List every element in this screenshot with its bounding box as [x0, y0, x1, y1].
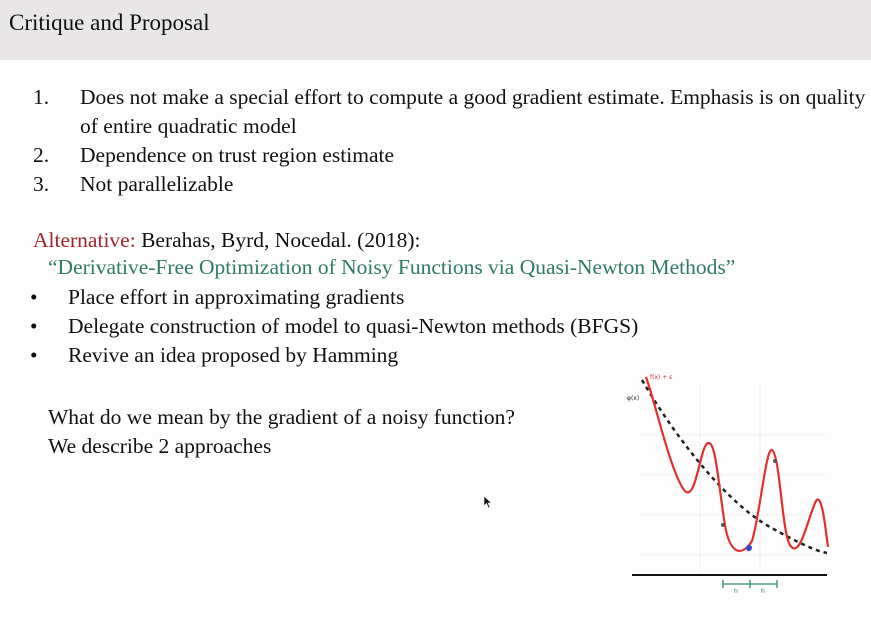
question-block: What do we mean by the gradient of a noi… [48, 403, 515, 461]
noisy-function-curve [644, 376, 830, 552]
item-text: Dependence on trust region estimate [80, 143, 395, 167]
slide-title: Critique and Proposal [9, 10, 210, 35]
critique-item: 1. Does not make a special effort to com… [33, 83, 870, 141]
proposal-list: • Place effort in approximating gradient… [30, 283, 638, 370]
item-number: 3. [33, 172, 50, 196]
slide-header: Critique and Proposal [0, 0, 871, 60]
step-label-right: h [761, 588, 765, 595]
item-number: 2. [33, 143, 50, 167]
bullet-mark: • [30, 285, 38, 309]
alternative-authors: Berahas, Byrd, Nocedal. (2018): [135, 228, 421, 252]
grid-lines [640, 385, 825, 570]
bullet-text: Place effort in approximating gradients [68, 285, 405, 309]
mouse-pointer-icon [483, 495, 493, 509]
item-number: 1. [33, 85, 50, 109]
noisy-function-figure: f(x) + ε φ(x) h h [627, 374, 830, 595]
critique-item: 2. Dependence on trust region estimate [33, 141, 870, 170]
alternative-label: Alternative: [33, 228, 136, 252]
bullet-mark: • [30, 343, 38, 367]
step-label-left: h [734, 588, 738, 595]
smooth-curve-label: φ(x) [627, 395, 639, 402]
smooth-function-curve [640, 379, 828, 555]
critique-list: 1. Does not make a special effort to com… [33, 83, 870, 199]
item-text: Not parallelizable [80, 172, 234, 196]
noisy-curve-label: f(x) + ε [650, 374, 672, 381]
item-text: Does not make a special effort to comput… [80, 85, 866, 138]
bullet-text: Delegate construction of model to quasi-… [68, 314, 639, 338]
list-item: • Delegate construction of model to quas… [30, 312, 638, 341]
critique-item: 3. Not parallelizable [33, 170, 870, 199]
approaches-line: We describe 2 approaches [48, 434, 272, 458]
paper-title: “Derivative-Free Optimization of Noisy F… [48, 255, 736, 279]
question-line: What do we mean by the gradient of a noi… [48, 405, 515, 429]
list-item: • Revive an idea proposed by Hamming [30, 341, 638, 370]
sample-point [746, 545, 752, 551]
sample-point [721, 523, 725, 527]
bullet-mark: • [30, 314, 38, 338]
difference-interval [722, 580, 778, 588]
list-item: • Place effort in approximating gradient… [30, 283, 638, 312]
bullet-text: Revive an idea proposed by Hamming [68, 343, 399, 367]
alternative-line: Alternative: Berahas, Byrd, Nocedal. (20… [33, 226, 420, 255]
sample-point [773, 459, 777, 463]
